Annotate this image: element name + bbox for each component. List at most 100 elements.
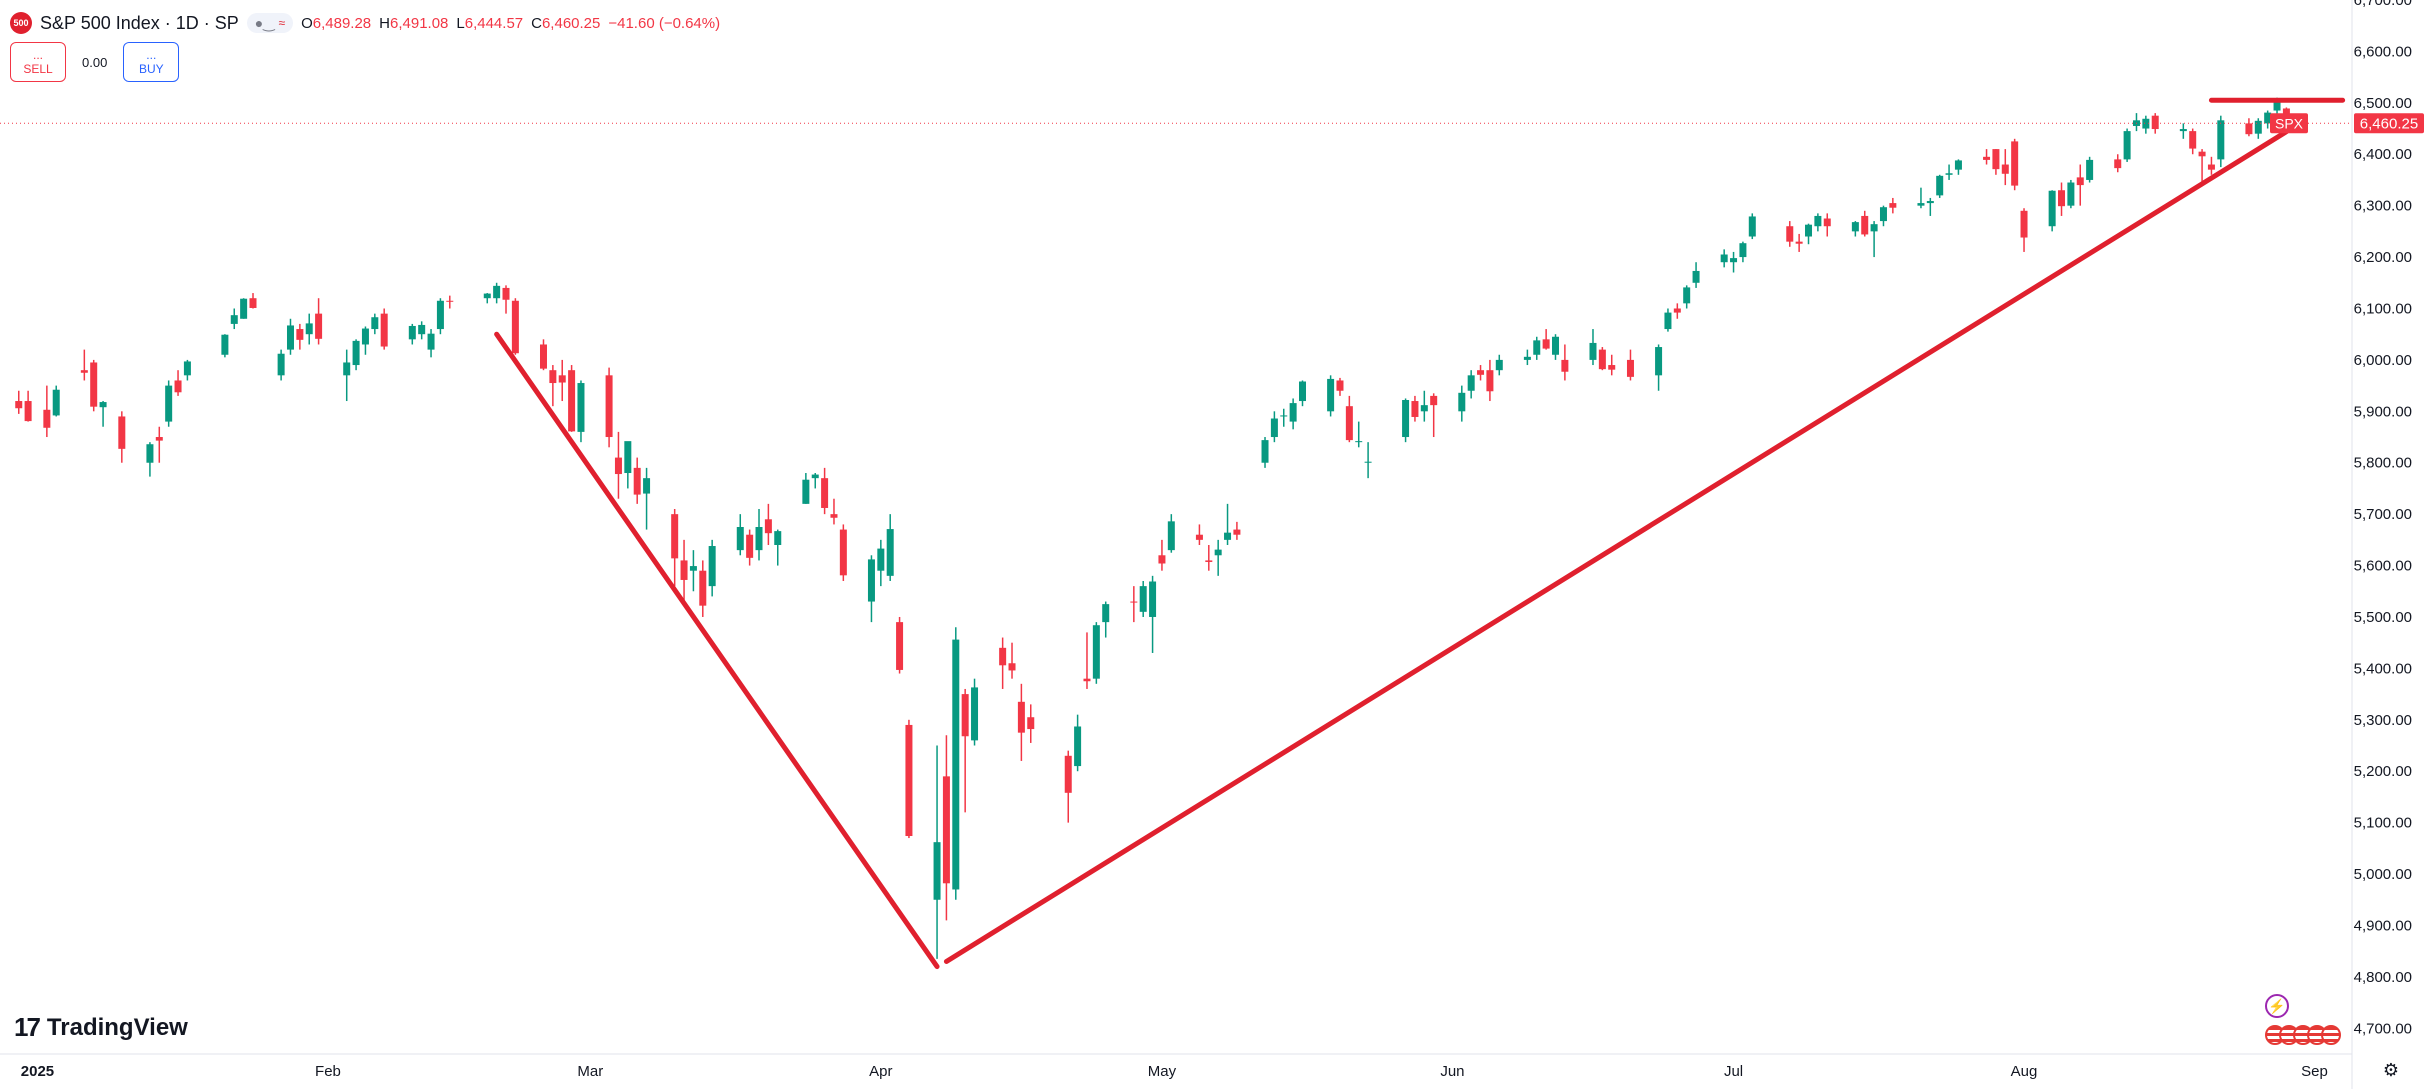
candle	[1458, 385, 1466, 422]
time-axis[interactable]: 2025 Feb Mar Apr May Jun Jul Aug Sep	[21, 1063, 2328, 1080]
price-badge-label: 6,460.25	[2360, 115, 2418, 132]
candle	[146, 442, 154, 477]
candle	[624, 441, 632, 489]
candle-body	[1092, 625, 1100, 679]
candle	[483, 293, 491, 304]
candle-body	[380, 313, 388, 347]
candle	[1983, 149, 1991, 165]
candle	[277, 349, 285, 381]
candle	[549, 365, 557, 407]
candle-body	[2264, 112, 2272, 124]
price-tick-label: 6,600.00	[2354, 43, 2412, 60]
candle	[1664, 308, 1672, 332]
price-tick-label: 6,000.00	[2354, 352, 2412, 369]
candle-body	[230, 315, 238, 324]
candle	[2020, 208, 2028, 252]
candle-body	[1167, 521, 1175, 551]
candle	[539, 339, 547, 371]
candle-body	[821, 478, 829, 508]
candle-body	[2086, 159, 2094, 180]
candle-body	[1739, 243, 1747, 258]
candle	[2151, 113, 2159, 134]
candle-body	[830, 514, 838, 518]
candle	[905, 719, 913, 839]
gear-icon[interactable]: ⚙	[2382, 1059, 2400, 1080]
high-label: H	[379, 14, 390, 32]
candle	[1364, 442, 1372, 479]
tradingview-logo[interactable]: 17 TradingView	[14, 1012, 188, 1043]
close-label: C	[531, 14, 542, 32]
candle-body	[877, 548, 885, 571]
price-tick-label: 5,900.00	[2354, 403, 2412, 420]
candle-body	[1626, 359, 1634, 377]
candle	[511, 298, 519, 355]
candle	[2264, 110, 2272, 129]
candle	[2123, 128, 2131, 162]
price-tick-label: 4,700.00	[2354, 1020, 2412, 1037]
candle-body	[1889, 203, 1897, 208]
candle-body	[952, 639, 960, 890]
candle	[99, 401, 107, 427]
candle	[1355, 421, 1363, 448]
open-value: 6,489.28	[312, 14, 372, 32]
candle-body	[1954, 160, 1962, 170]
candle	[1195, 524, 1203, 545]
economic-events[interactable]	[2265, 1025, 2341, 1045]
price-axis[interactable]: 4,700.00 4,800.00 4,900.00 5,000.00 5,100.00…	[2354, 0, 2412, 1037]
price-tick-label: 5,600.00	[2354, 558, 2412, 575]
candle	[165, 380, 173, 427]
candle	[1655, 344, 1663, 391]
candle-body	[24, 401, 32, 422]
candle-body	[1008, 663, 1016, 671]
candle-body	[558, 375, 566, 383]
candle	[1477, 365, 1485, 381]
candle-body	[1205, 560, 1213, 562]
candle-body	[764, 519, 772, 534]
candle	[446, 295, 454, 309]
candle	[352, 339, 360, 371]
candle-body	[1486, 370, 1494, 392]
candle-body	[1748, 216, 1756, 237]
candle	[1233, 521, 1241, 540]
candle-body	[277, 353, 285, 376]
last-price-badge: SPX 6,460.25	[2270, 113, 2424, 134]
drawings-layer[interactable]	[494, 97, 2346, 970]
candle-body	[1261, 440, 1269, 463]
candle-body	[1533, 340, 1541, 355]
trend-line	[494, 331, 940, 970]
trade-panel: ... SELL 0.00 ... BUY	[10, 42, 180, 82]
price-tick-label: 6,500.00	[2354, 95, 2412, 112]
candle	[633, 457, 641, 504]
candle	[1795, 233, 1803, 252]
symbol-badge	[2270, 113, 2308, 134]
lightning-icon[interactable]: ⚡	[2265, 994, 2289, 1018]
candle	[1158, 539, 1166, 571]
candle	[174, 370, 182, 396]
candle-body	[1879, 207, 1887, 222]
candle-body	[886, 529, 894, 576]
buy-button[interactable]: ... BUY	[123, 42, 180, 82]
candle	[1017, 683, 1025, 761]
candle-body	[174, 380, 182, 393]
symbol-badge-label: SPX	[2275, 115, 2304, 131]
candle-body	[296, 329, 304, 340]
us-flag-icon[interactable]	[2321, 1025, 2341, 1045]
wave-icon[interactable]: ≈	[278, 16, 286, 30]
candle	[1992, 149, 2000, 175]
legend-controls[interactable]: ●‿ ≈	[246, 13, 294, 33]
candle-body	[15, 401, 23, 409]
candle	[1411, 395, 1419, 422]
candle	[1467, 370, 1475, 399]
symbol-title[interactable]: S&P 500 Index · 1D · SP	[40, 12, 239, 33]
candle	[1280, 408, 1288, 427]
candle-body	[1655, 347, 1663, 376]
sell-button[interactable]: ... SELL	[10, 42, 66, 82]
candle-body	[867, 559, 875, 602]
candle	[680, 539, 688, 602]
candle-body	[2058, 190, 2066, 207]
candle	[315, 298, 323, 345]
candle	[296, 323, 304, 350]
candle	[230, 308, 238, 330]
eye-icon[interactable]: ●‿	[254, 14, 275, 31]
